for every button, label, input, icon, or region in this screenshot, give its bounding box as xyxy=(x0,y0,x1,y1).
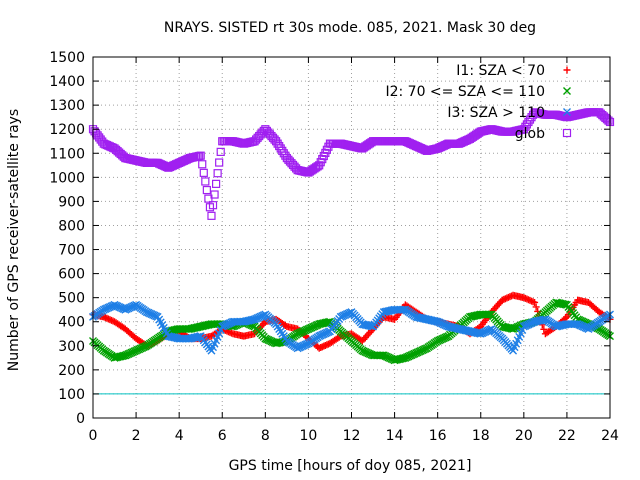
axis-ticks: 0100200300400500600700800900100011001200… xyxy=(49,50,619,444)
x-axis-label: GPS time [hours of doy 085, 2021] xyxy=(229,458,472,474)
data-point xyxy=(201,177,210,186)
x-tick-label: 10 xyxy=(300,428,318,444)
data-point xyxy=(532,303,540,311)
series-layer xyxy=(88,108,615,365)
x-tick-label: 4 xyxy=(175,428,184,444)
x-tick-label: 14 xyxy=(386,428,404,444)
data-point xyxy=(563,108,571,116)
x-tick-label: 20 xyxy=(515,428,533,444)
y-tick-label: 1100 xyxy=(49,146,85,162)
data-point xyxy=(215,158,224,167)
x-tick-label: 16 xyxy=(429,428,447,444)
legend-label: I1: SZA < 70 xyxy=(456,63,545,79)
data-point xyxy=(604,116,613,125)
x-tick-label: 0 xyxy=(89,428,98,444)
x-tick-label: 18 xyxy=(472,428,490,444)
data-point xyxy=(208,201,218,210)
data-point xyxy=(198,160,207,169)
data-point xyxy=(210,190,219,199)
legend-label: glob xyxy=(515,126,545,142)
data-point xyxy=(199,168,208,177)
x-tick-label: 24 xyxy=(601,428,619,444)
legend-label: I2: 70 <= SZA <= 110 xyxy=(385,84,545,100)
grid xyxy=(92,56,611,419)
data-point xyxy=(211,179,221,188)
data-point xyxy=(216,147,225,156)
data-point xyxy=(207,211,216,220)
legend: I1: SZA < 70 I2: 70 <= SZA <= 110 I3: SZA … xyxy=(385,63,572,142)
y-tick-label: 500 xyxy=(58,291,85,307)
data-point xyxy=(204,194,213,203)
y-tick-label: 200 xyxy=(58,363,85,379)
y-tick-label: 1500 xyxy=(49,50,85,66)
y-tick-label: 300 xyxy=(58,339,85,355)
data-point xyxy=(213,169,222,178)
data-point xyxy=(484,310,493,319)
series-i3-sza-110 xyxy=(89,300,614,355)
y-tick-label: 400 xyxy=(58,315,85,331)
data-point xyxy=(202,185,211,195)
data-point xyxy=(563,87,571,95)
x-tick-label: 12 xyxy=(343,428,361,444)
data-point xyxy=(540,325,548,333)
series-glob xyxy=(88,108,615,220)
y-tick-label: 1200 xyxy=(49,122,85,138)
x-tick-label: 2 xyxy=(132,428,141,444)
y-axis-label: Number of GPS receiver-satellite rays xyxy=(6,109,22,371)
y-tick-label: 600 xyxy=(58,267,85,283)
y-tick-label: 1400 xyxy=(49,74,85,90)
data-point xyxy=(563,66,571,74)
data-point xyxy=(562,128,572,138)
y-tick-label: 1300 xyxy=(49,98,85,114)
chart-title: NRAYS. SISTED rt 30s mode. 085, 2021. Ma… xyxy=(164,20,536,36)
data-point xyxy=(281,322,289,330)
data-point xyxy=(196,151,205,160)
data-point xyxy=(531,298,539,306)
y-tick-label: 900 xyxy=(58,194,85,210)
y-tick-label: 800 xyxy=(58,218,85,234)
legend-label: I3: SZA > 110 xyxy=(447,105,545,121)
y-tick-label: 700 xyxy=(58,243,85,259)
y-tick-label: 0 xyxy=(76,411,85,427)
x-tick-label: 6 xyxy=(218,428,227,444)
x-tick-label: 22 xyxy=(558,428,576,444)
y-tick-label: 1000 xyxy=(49,170,85,186)
x-tick-label: 8 xyxy=(261,428,270,444)
y-tick-label: 100 xyxy=(58,387,85,403)
